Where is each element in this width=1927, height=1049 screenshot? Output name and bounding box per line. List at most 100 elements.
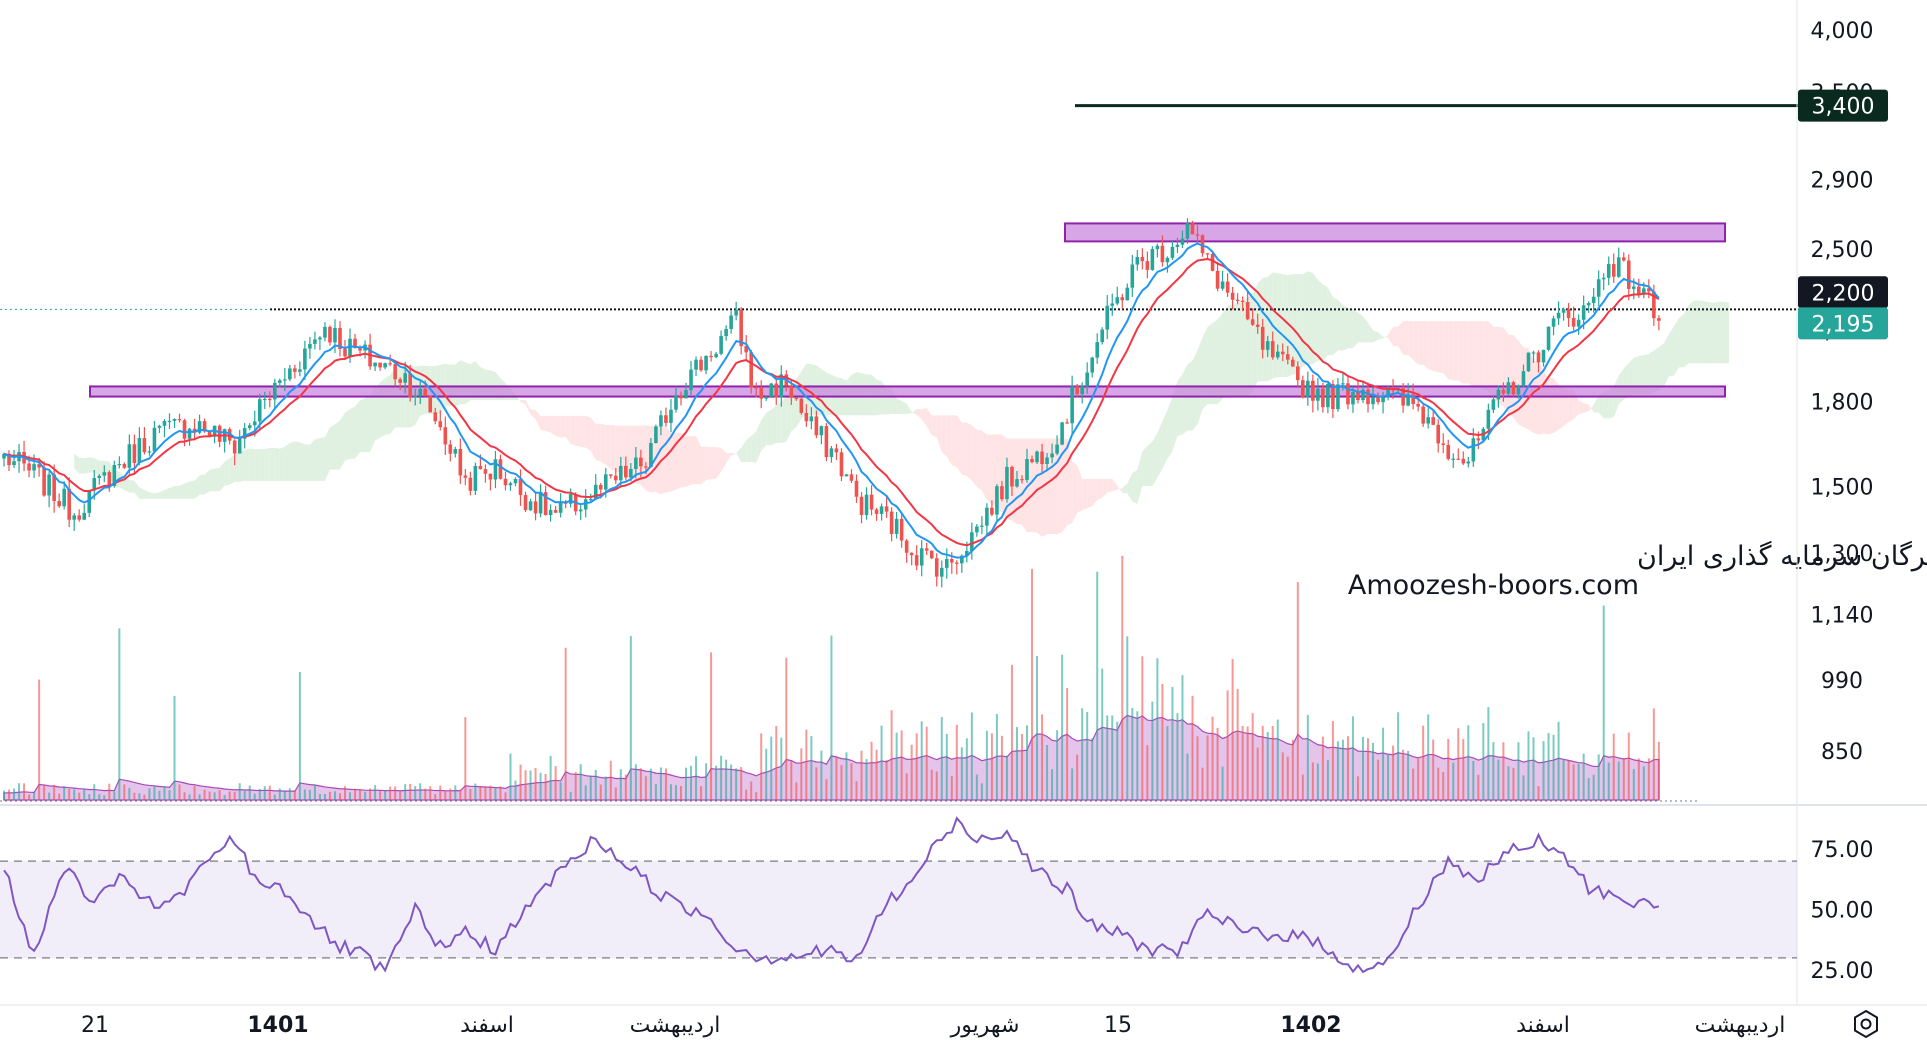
cloud-segment xyxy=(620,425,626,477)
price-candles[interactable] xyxy=(2,218,1661,588)
candle-body xyxy=(518,478,523,496)
volume-bar xyxy=(1437,767,1440,800)
candle-body xyxy=(1225,281,1230,293)
volume-bar xyxy=(775,726,778,800)
volume-bar xyxy=(1552,734,1555,800)
cloud-segment xyxy=(1112,478,1118,492)
cloud-segment xyxy=(1252,283,1258,392)
volume-bar xyxy=(1562,759,1565,800)
candle-body xyxy=(67,488,71,520)
volume-bar xyxy=(1321,736,1324,800)
cloud-segment xyxy=(691,436,697,485)
volume-bar xyxy=(980,783,983,800)
candle-body xyxy=(1446,444,1451,459)
price-badge-bg xyxy=(1798,307,1888,340)
volume-bar xyxy=(805,729,808,800)
candle-body xyxy=(1075,386,1079,395)
volume-bar xyxy=(710,652,713,800)
candle-body xyxy=(7,453,11,466)
candle-body xyxy=(1521,371,1526,387)
candle-body xyxy=(453,448,458,454)
volume-bar xyxy=(379,790,382,800)
candle-body xyxy=(934,558,939,577)
candle-body xyxy=(267,398,272,401)
candle-body xyxy=(724,328,728,337)
cloud-segment xyxy=(129,480,135,493)
candle-body xyxy=(1551,318,1556,327)
cloud-segment xyxy=(1403,321,1409,355)
candle-body xyxy=(729,315,733,329)
volume-bar xyxy=(1056,730,1059,800)
time-axis[interactable]: 21 1401 اسفند اردیبهشت شهریور 15 1402 اسفند اردی… xyxy=(81,1013,1785,1038)
volume-bar xyxy=(1597,754,1600,800)
candle-body xyxy=(37,464,41,468)
volume-bar xyxy=(1086,712,1089,800)
candle-body xyxy=(1491,399,1496,410)
cloud-segment xyxy=(365,396,371,453)
cloud-segment xyxy=(931,415,937,438)
volume-bar xyxy=(173,695,176,800)
volume-bar xyxy=(1542,741,1545,800)
candle-body xyxy=(684,390,688,399)
candle-body xyxy=(965,550,969,556)
cloud-segment xyxy=(159,490,165,499)
volume-bar xyxy=(1492,742,1495,800)
candle-body xyxy=(1160,245,1165,263)
cloud-segment xyxy=(976,429,982,491)
zone-box xyxy=(89,385,1726,398)
candle-body xyxy=(1100,329,1105,343)
candle-body xyxy=(864,494,869,516)
cloud-segment xyxy=(565,415,571,444)
volume-bar xyxy=(439,785,442,800)
cloud-segment xyxy=(615,425,621,473)
volume-bar xyxy=(93,784,96,800)
volume-bar xyxy=(1632,769,1635,800)
price-badges: 3,400 2,200 2,195 xyxy=(1798,89,1888,340)
candle-body xyxy=(1045,457,1049,465)
volume-bar xyxy=(1462,739,1465,800)
candle-body xyxy=(744,346,748,353)
candle-body xyxy=(939,567,944,577)
candle-body xyxy=(202,421,207,432)
candle-body xyxy=(1381,397,1385,403)
cloud-segment xyxy=(580,415,586,448)
rsi-pane[interactable] xyxy=(0,816,1797,974)
volume-bar xyxy=(950,776,953,800)
volume-bar xyxy=(33,792,36,800)
cloud-segment xyxy=(84,457,90,474)
candle-body xyxy=(82,512,87,520)
volume-bar xyxy=(1602,605,1605,800)
volume-bar xyxy=(654,784,657,800)
candle-body xyxy=(1366,389,1370,405)
cloud-segment xyxy=(184,481,190,499)
candle-body xyxy=(548,509,553,516)
cloud-segment xyxy=(1724,301,1730,364)
volume-bar xyxy=(424,788,427,800)
candle-body xyxy=(1040,451,1044,465)
cloud-segment xyxy=(1357,312,1363,343)
volume-bar xyxy=(308,789,311,800)
price-tick-label: 4,000 xyxy=(1811,19,1874,44)
rsi-axis[interactable]: 75.00 50.00 25.00 xyxy=(1811,838,1874,984)
volume-bar xyxy=(1000,735,1003,800)
candle-body xyxy=(1055,444,1059,454)
cloud-segment xyxy=(209,468,215,492)
candle-body xyxy=(318,337,322,340)
cloud-segment xyxy=(1152,432,1158,487)
candle-body xyxy=(854,480,859,497)
volume-bar xyxy=(549,755,552,800)
cloud-segment xyxy=(951,415,957,467)
cloud-segment xyxy=(1458,321,1464,384)
candle-body xyxy=(1230,292,1235,300)
volume-bar xyxy=(1061,654,1064,800)
candle-body xyxy=(1626,260,1631,289)
cloud-segment xyxy=(520,400,526,405)
volume-bar xyxy=(745,789,748,800)
volume-bar xyxy=(494,787,497,800)
cloud-segment xyxy=(345,409,351,461)
volume-bar xyxy=(288,788,291,800)
cloud-segment xyxy=(1378,332,1384,340)
candle-body xyxy=(1561,309,1566,313)
settings-icon[interactable] xyxy=(1854,1009,1878,1039)
